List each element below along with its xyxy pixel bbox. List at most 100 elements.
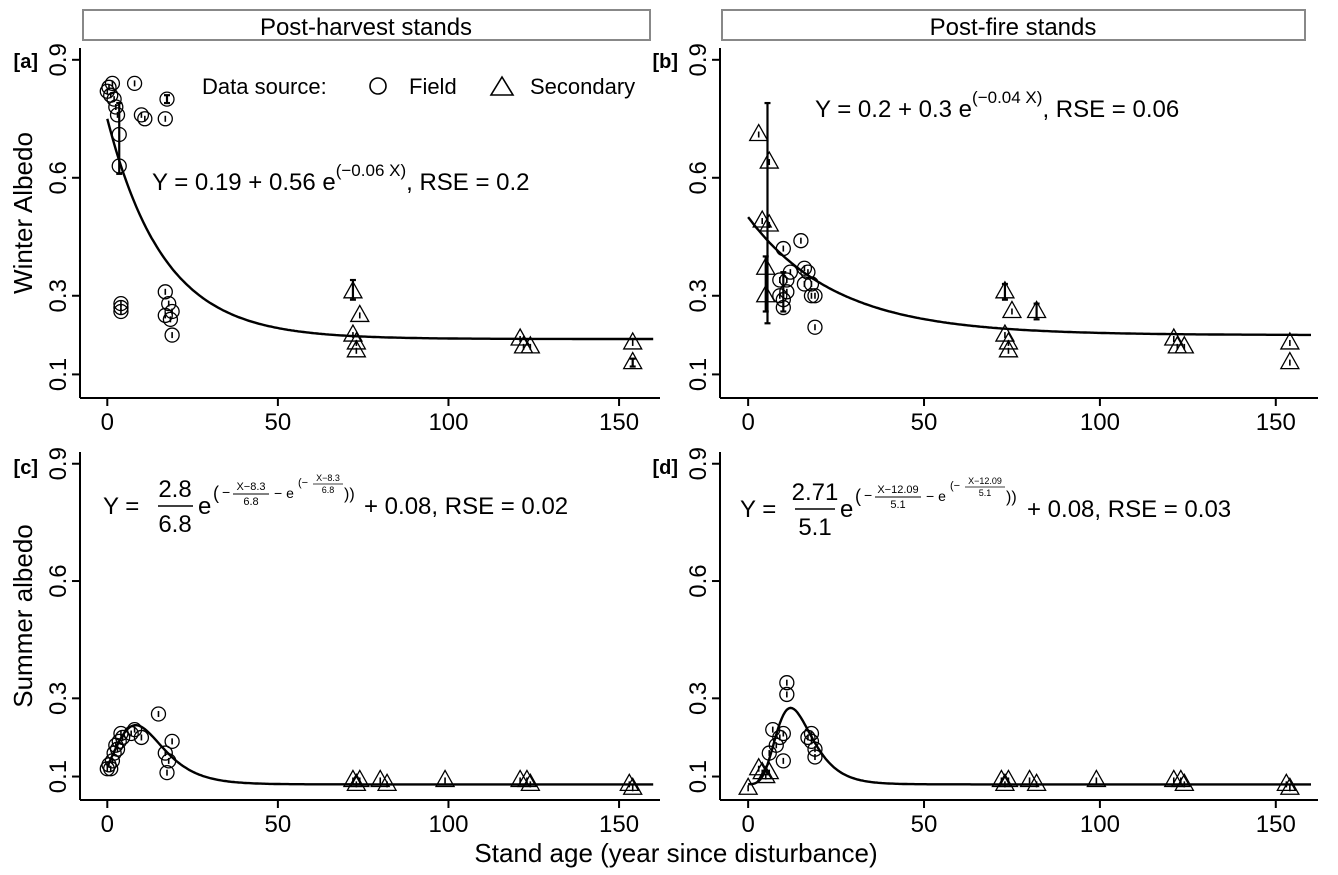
secondary-point xyxy=(516,769,538,788)
secondary-point xyxy=(622,331,643,350)
field-point xyxy=(775,240,791,257)
field-point xyxy=(157,284,173,300)
secondary-point xyxy=(349,304,370,323)
equation-c-num: 2.8 xyxy=(158,476,191,503)
secondary-point xyxy=(755,284,776,303)
x-axis-label: Stand age (year since disturbance) xyxy=(474,838,877,868)
equation-a: Y = 0.19 + 0.56 e(−0.06 X), RSE = 0.2 xyxy=(152,161,530,196)
panel-letter: [b] xyxy=(652,51,678,73)
equation-b-main: Y = 0.2 + 0.3 e(−0.04 X), RSE = 0.06 xyxy=(815,88,1179,123)
y-tick-label: 0.1 xyxy=(685,358,712,391)
equation-d-minus2: − e xyxy=(926,488,946,504)
field-point xyxy=(807,319,823,335)
equation-c-close: )) xyxy=(344,486,355,503)
secondary-point xyxy=(998,769,1019,788)
equation-d-open2: (− xyxy=(950,480,960,492)
panel-c: [c] 0 50 100 150 0.1 0.3 0.6 0.9 xyxy=(14,447,660,838)
secondary-point xyxy=(1276,773,1297,792)
panel-letter: [c] xyxy=(14,457,38,479)
strip-right-box xyxy=(721,9,1306,41)
secondary-point xyxy=(994,323,1016,342)
panel-d: [d] 0 50 100 150 0.1 0.3 0.6 0.9 xyxy=(652,447,1318,838)
equation-d-y: Y = xyxy=(740,496,776,523)
secondary-point xyxy=(759,761,780,780)
secondary-point xyxy=(1026,773,1047,792)
fit-curve xyxy=(106,118,654,341)
field-point xyxy=(772,288,788,304)
field-point xyxy=(161,295,177,312)
field-point xyxy=(133,107,150,123)
equation-c: Y = 2.8 6.8 e ( − X−8.3 6.8 − e (− X−8.3… xyxy=(103,473,568,538)
equation-c-iden: 6.8 xyxy=(322,485,335,495)
secondary-point xyxy=(738,776,759,795)
secondary-point xyxy=(434,769,456,788)
field-point xyxy=(150,706,167,722)
secondary-point xyxy=(994,773,1016,792)
equation-d-close: )) xyxy=(1006,489,1017,506)
secondary-point xyxy=(520,335,541,354)
secondary-point xyxy=(346,339,367,358)
secondary-point xyxy=(1026,300,1047,319)
equation-c-fden: 6.8 xyxy=(243,496,258,508)
secondary-point xyxy=(1170,769,1191,788)
fit-curve xyxy=(748,706,1311,786)
y-tick-label: 0.6 xyxy=(685,161,712,194)
secondary-point xyxy=(755,765,776,784)
field-point xyxy=(104,75,121,92)
x-tick-label: 150 xyxy=(1256,811,1296,838)
secondary-point xyxy=(755,256,776,275)
equation-c-inum: X−8.3 xyxy=(316,473,340,483)
secondary-point xyxy=(1086,769,1107,788)
secondary-point xyxy=(994,280,1016,299)
equation-d-fden: 5.1 xyxy=(890,499,905,511)
field-point xyxy=(106,91,122,107)
y-tick-label: 0.9 xyxy=(45,43,72,76)
legend-title: Data source: xyxy=(202,74,327,99)
x-tick-label: 0 xyxy=(101,811,114,838)
field-point xyxy=(793,233,809,249)
x-tick-label: 150 xyxy=(599,409,639,436)
equation-d: Y = 2.71 5.1 e ( − X−12.09 5.1 − e (− X−… xyxy=(740,476,1231,541)
equation-d-fnum: X−12.09 xyxy=(877,484,918,496)
x-tick-label: 0 xyxy=(101,409,114,436)
x-tick-label: 0 xyxy=(741,811,754,838)
field-point xyxy=(164,733,180,749)
x-tick-label: 0 xyxy=(741,409,754,436)
field-point xyxy=(775,725,791,742)
equation-d-num: 2.71 xyxy=(792,479,839,506)
equation-d-inum: X−12.09 xyxy=(968,476,1002,486)
field-point xyxy=(157,745,173,761)
field-point xyxy=(164,327,180,343)
x-tick-label: 150 xyxy=(1256,409,1296,436)
y-axis-label-top: Winter Albedo xyxy=(8,132,38,294)
legend-circle-icon xyxy=(369,77,387,95)
legend-secondary-label: Secondary xyxy=(530,74,635,99)
field-point xyxy=(137,111,153,127)
equation-d-tail: + 0.08, RSE = 0.03 xyxy=(1027,496,1231,523)
x-tick-label: 100 xyxy=(428,409,468,436)
y-tick-label: 0.9 xyxy=(45,447,72,480)
field-point xyxy=(111,158,127,174)
legend-field-label: Field xyxy=(409,74,457,99)
equation-d-minus: − xyxy=(864,487,872,503)
field-point xyxy=(114,729,131,746)
equation-d-den: 5.1 xyxy=(798,514,831,541)
field-point xyxy=(133,729,150,746)
field-point xyxy=(157,111,173,127)
field-point xyxy=(803,725,820,742)
y-tick-label: 0.6 xyxy=(45,564,72,597)
x-tick-label: 100 xyxy=(1080,811,1120,838)
strip-right-label: Post-fire stands xyxy=(930,14,1097,41)
y-tick-label: 0.3 xyxy=(45,279,72,312)
field-point xyxy=(113,303,129,320)
field-point xyxy=(103,761,119,777)
panel-b: [b] 0 50 100 150 0.1 0.3 0.6 0.9 xyxy=(652,43,1318,436)
secondary-point xyxy=(1163,327,1184,346)
secondary-point xyxy=(346,773,367,792)
strip-left-box xyxy=(82,9,651,41)
secondary-point xyxy=(759,213,780,232)
y-tick-label: 0.3 xyxy=(685,682,712,715)
y-tick-label: 0.6 xyxy=(45,161,72,194)
secondary-point xyxy=(1279,776,1300,795)
